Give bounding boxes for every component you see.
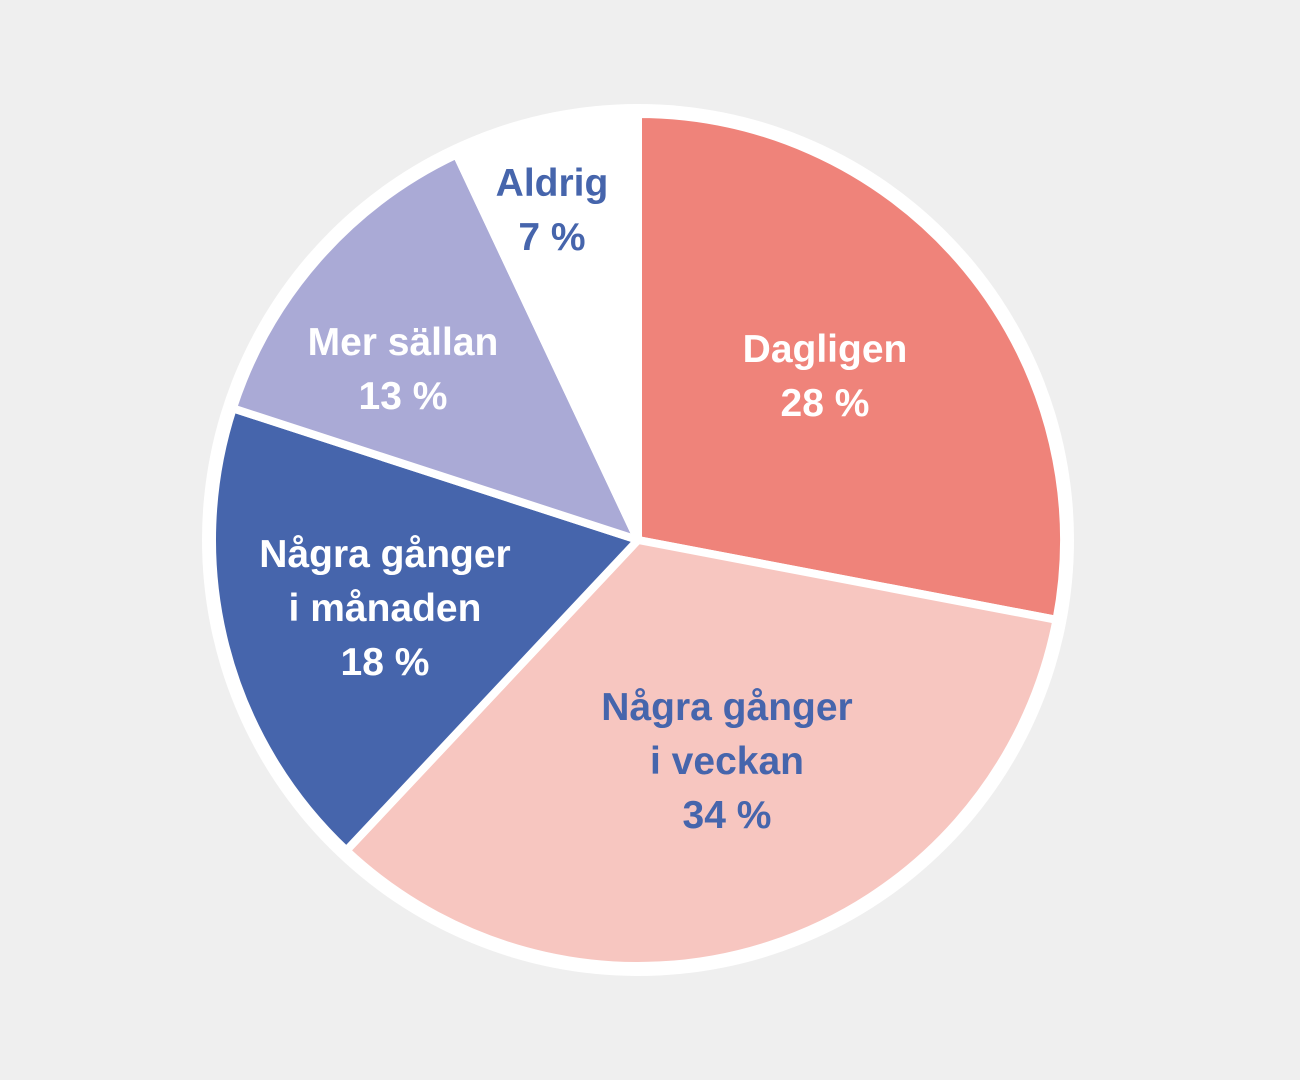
pie-slice — [634, 110, 1068, 624]
slice-category-label: Mer sällan — [308, 321, 499, 364]
slice-category-label: i veckan — [650, 740, 804, 783]
slice-value-label: 18 % — [341, 641, 430, 684]
slice-category-label: Några gånger — [601, 686, 852, 729]
slice-value-label: 28 % — [781, 382, 870, 425]
slice-value-label: 34 % — [683, 794, 772, 837]
slice-category-label: Några gånger — [259, 533, 510, 576]
slice-category-label: Aldrig — [496, 162, 609, 205]
pie-slice — [228, 150, 642, 544]
slice-value-label: 13 % — [359, 375, 448, 418]
pie-slice — [342, 536, 1061, 970]
slice-value-label: 7 % — [518, 216, 585, 259]
slice-category-label: Dagligen — [743, 328, 908, 371]
pie-slice — [208, 404, 642, 855]
pie-slice — [452, 110, 642, 544]
slice-category-label: i månaden — [289, 587, 482, 630]
